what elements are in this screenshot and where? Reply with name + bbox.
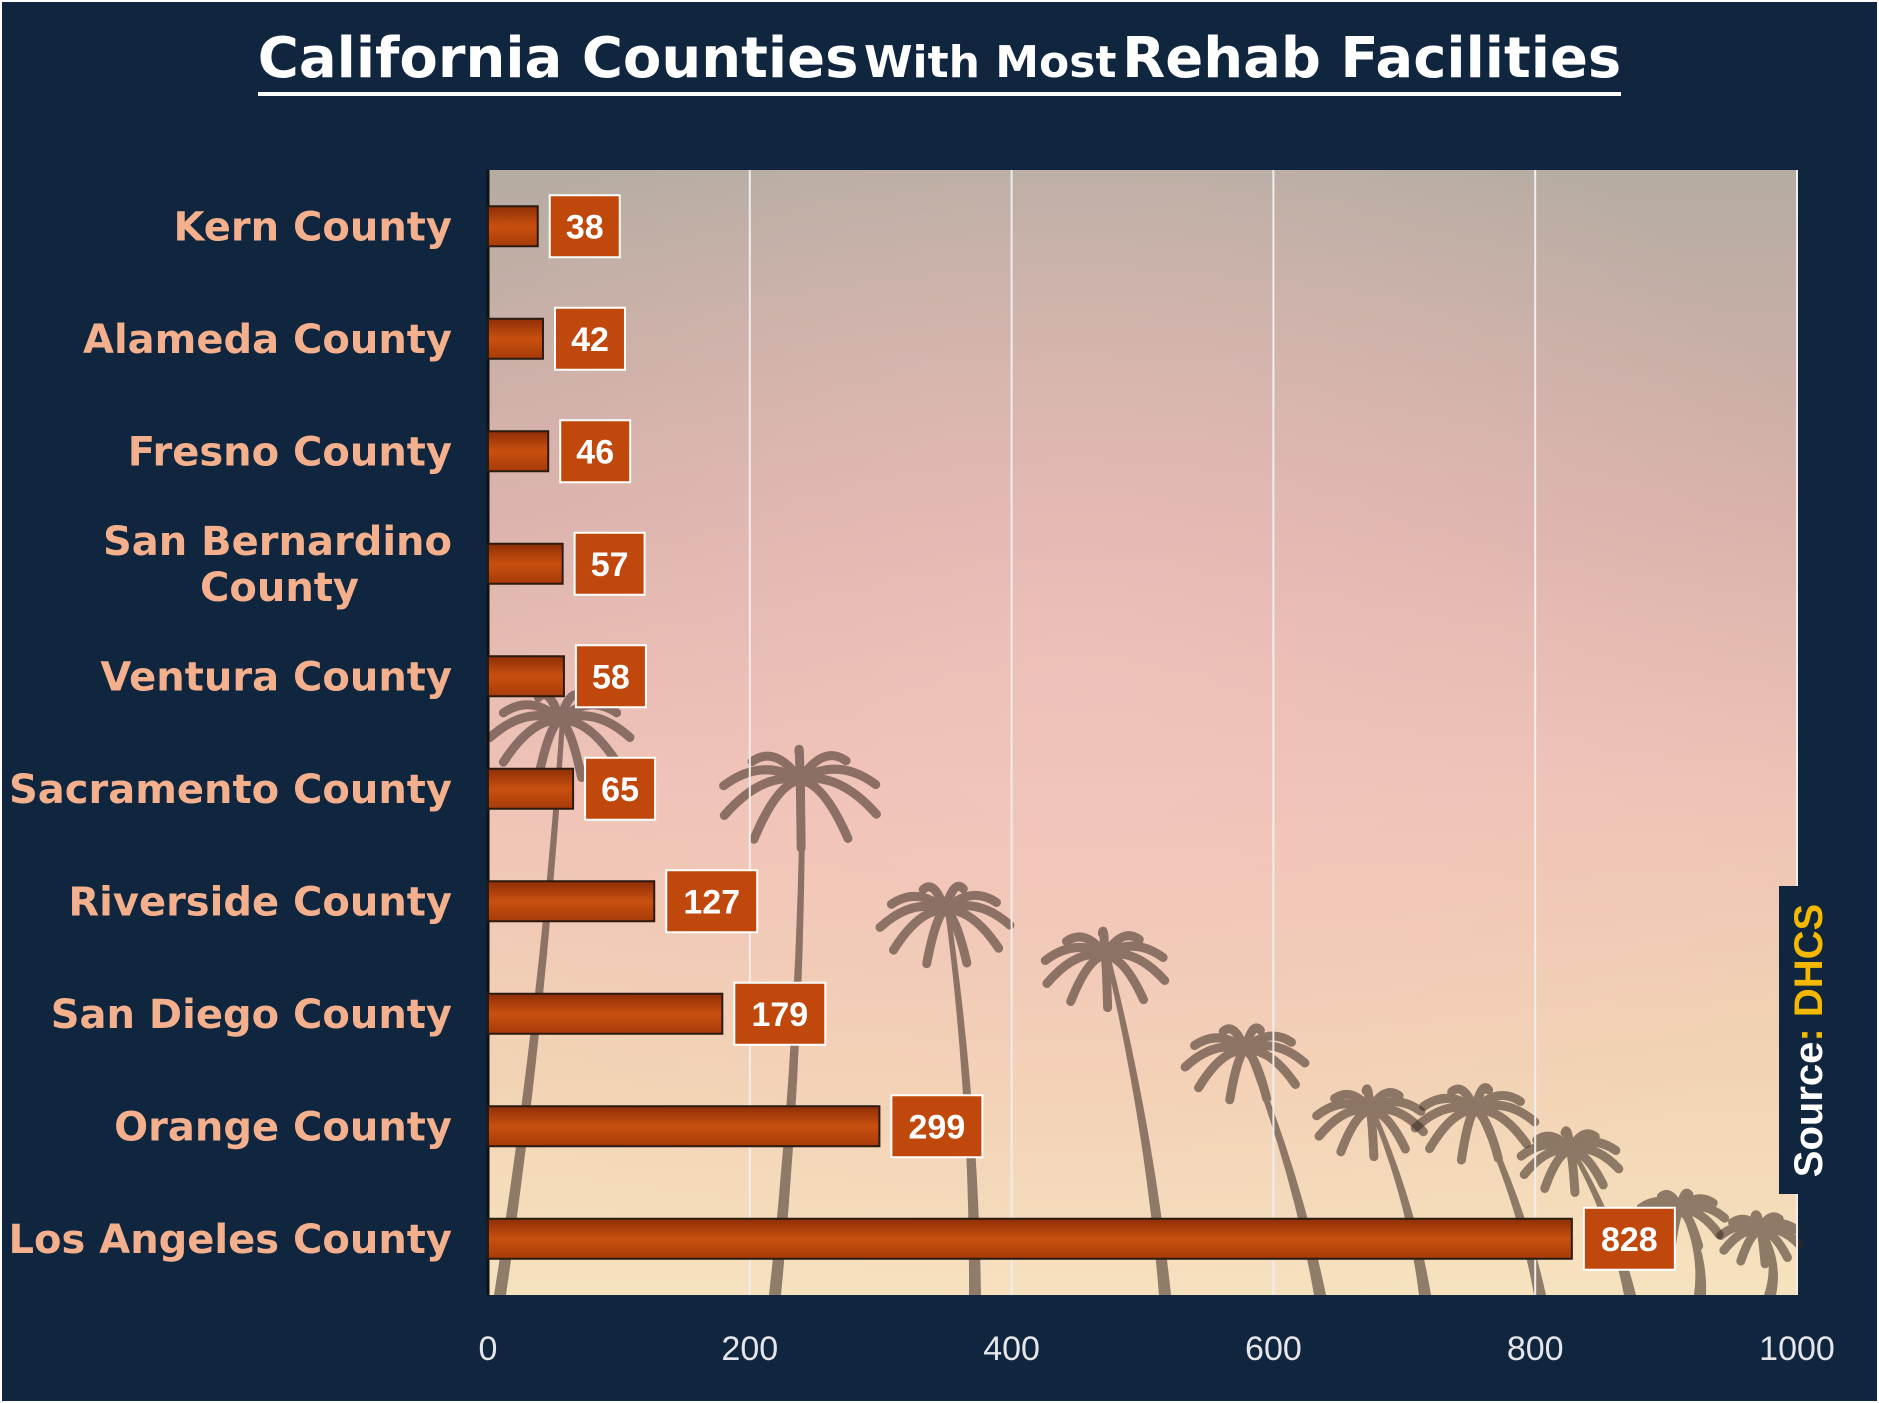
- category-label: Los Angeles County: [9, 1217, 452, 1263]
- palm-frond: [795, 764, 881, 790]
- x-tick-label: 0: [479, 1330, 498, 1368]
- x-tick-label: 600: [1245, 1330, 1302, 1368]
- category-label: Sacramento County: [9, 767, 452, 813]
- palm-tree-silhouette: [1716, 1210, 1804, 1295]
- palm-tree-silhouette: [1040, 926, 1171, 1295]
- bar: [487, 655, 565, 698]
- data-label: 828: [1601, 1221, 1658, 1259]
- palm-frond: [795, 775, 806, 853]
- palm-frond: [1100, 950, 1113, 1013]
- data-label-box: [890, 1094, 984, 1159]
- chart-title: California Counties With Most Rehab Faci…: [0, 28, 1879, 96]
- data-label: 42: [571, 321, 609, 359]
- x-tick-label: 800: [1507, 1330, 1564, 1368]
- palm-frond: [1470, 1105, 1503, 1163]
- x-tick-label: 200: [721, 1330, 778, 1368]
- title-part-3: Rehab Facilities: [1122, 26, 1622, 91]
- category-label-line: County: [200, 565, 359, 611]
- palm-tree-silhouette: [719, 744, 881, 1295]
- data-label-box: [1582, 1206, 1676, 1271]
- data-label-box: [665, 869, 759, 934]
- category-label: Orange County: [114, 1104, 452, 1150]
- palm-frond: [1565, 1145, 1580, 1197]
- category-label: Fresno County: [128, 429, 452, 475]
- category-label: Ventura County: [100, 654, 452, 700]
- data-label-box: [548, 194, 621, 259]
- data-label-box: [574, 644, 647, 709]
- data-label: 46: [576, 433, 614, 471]
- palm-trunk: [1105, 955, 1171, 1295]
- bar: [487, 767, 575, 810]
- data-label: 127: [683, 883, 740, 921]
- bar: [487, 992, 724, 1035]
- title-part-1: California Counties: [257, 26, 859, 91]
- data-label: 179: [751, 996, 808, 1034]
- palm-frond: [1736, 1225, 1765, 1266]
- data-label-box: [573, 531, 646, 596]
- data-label-box: [559, 419, 632, 484]
- bar: [487, 880, 656, 923]
- data-label-box: [553, 306, 626, 371]
- title-part-2: With Most: [863, 37, 1117, 88]
- category-label-line: San Bernardino: [103, 519, 452, 565]
- category-label: San Bernardino County: [103, 519, 452, 611]
- data-label: 65: [601, 771, 639, 809]
- x-tick-label: 1000: [1759, 1330, 1835, 1368]
- bar: [487, 1105, 881, 1148]
- chart-title-underline: California Counties With Most Rehab Faci…: [257, 26, 1622, 96]
- palm-trunk: [945, 910, 981, 1295]
- palm-frond: [1240, 1045, 1300, 1089]
- source-note: Source: DHCS: [1779, 886, 1841, 1194]
- palm-frond: [1100, 949, 1170, 985]
- category-label: Kern County: [173, 204, 452, 250]
- bar: [487, 205, 539, 248]
- bar: [487, 542, 564, 585]
- bar: [487, 317, 544, 360]
- data-label: 58: [592, 658, 630, 696]
- category-label: San Diego County: [51, 992, 452, 1038]
- source-label: Source: [1787, 1041, 1832, 1177]
- category-label: Alameda County: [83, 317, 452, 363]
- data-label-box: [733, 981, 827, 1046]
- x-tick-label: 400: [983, 1330, 1040, 1368]
- data-label-box: [584, 756, 657, 821]
- data-label: 38: [566, 208, 604, 246]
- palm-frond: [1365, 1105, 1410, 1154]
- source-name: DHCS: [1787, 903, 1832, 1017]
- data-label: 299: [909, 1108, 966, 1146]
- palm-frond: [940, 901, 1015, 930]
- palm-frond: [1365, 1105, 1379, 1162]
- palm-tree-silhouette: [875, 881, 1015, 1295]
- bar: [487, 430, 550, 473]
- data-label: 57: [591, 546, 629, 584]
- source-badge: [1779, 886, 1841, 1194]
- bar: [487, 1217, 1573, 1260]
- palm-frond: [1755, 1225, 1770, 1269]
- source-separator: :: [1787, 1027, 1832, 1042]
- category-label: Riverside County: [68, 879, 452, 925]
- palm-trunk: [1680, 1210, 1707, 1295]
